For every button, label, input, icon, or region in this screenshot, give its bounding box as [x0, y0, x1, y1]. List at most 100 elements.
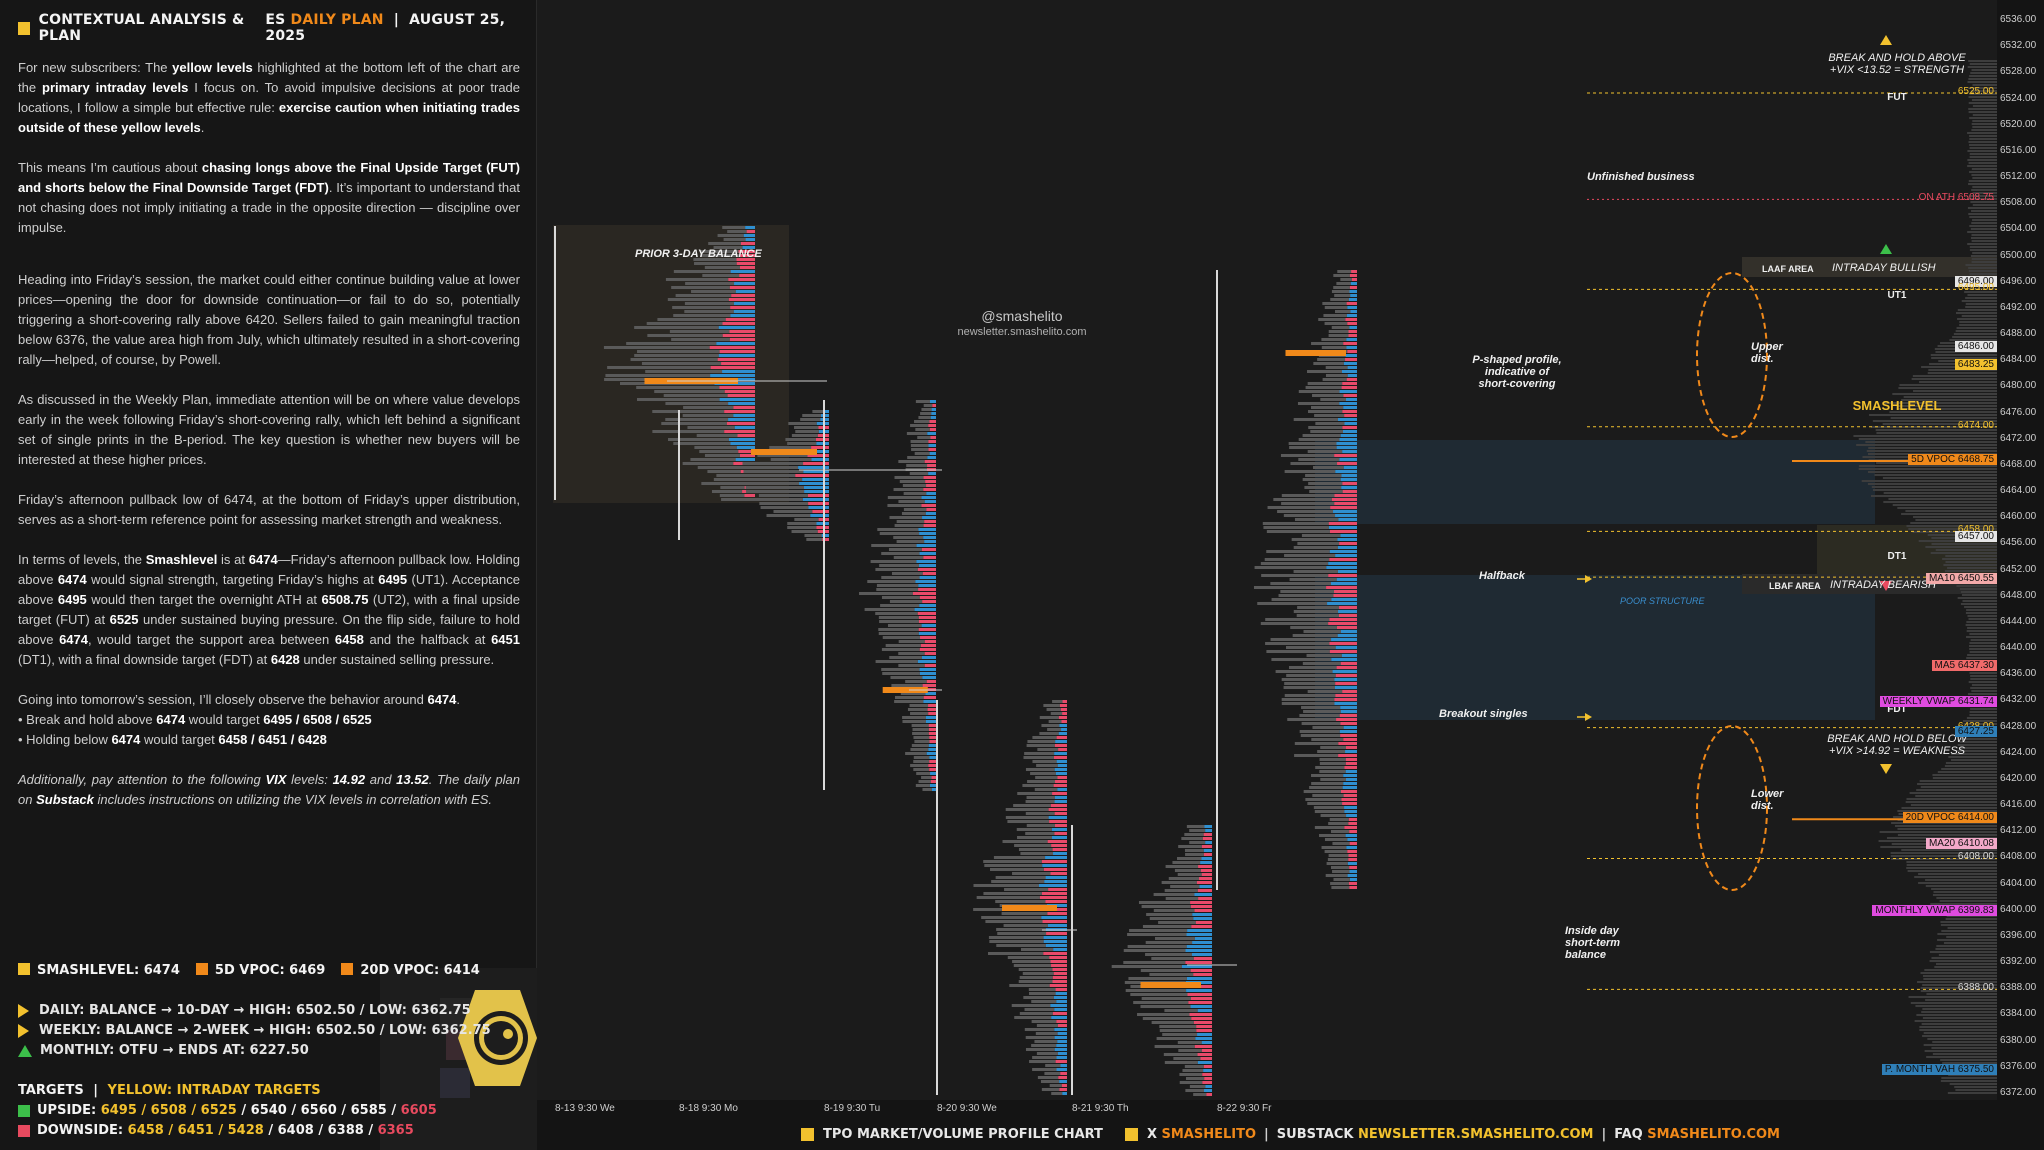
delta-bar	[1346, 302, 1357, 305]
profile-bar	[1002, 840, 1048, 843]
delta-bar	[719, 386, 755, 389]
profile-bar	[1154, 1045, 1195, 1048]
profile-bar	[1321, 346, 1347, 349]
smash-level-tag: 6474.00	[1957, 419, 1994, 431]
profile-bar	[702, 274, 740, 277]
delta-bar	[1347, 838, 1357, 841]
delta-bar	[1348, 818, 1357, 821]
delta-bar	[922, 684, 936, 687]
price-tick: 6456.00	[2000, 537, 2037, 549]
delta-bar	[730, 270, 755, 273]
delta-bar	[1196, 1025, 1212, 1028]
substack-link[interactable]: NEWSLETTER.SMASHELITO.COM	[1358, 1126, 1594, 1142]
price-tick: 6412.00	[2000, 825, 2037, 837]
profile-bar	[657, 318, 726, 321]
tag-6486-tag: 6486.00	[1954, 341, 1997, 353]
profile-bar	[1184, 1065, 1204, 1068]
wvwap-level-tag: WEEKLY VWAP 6431.74	[1879, 696, 1997, 708]
poc-bar	[1002, 905, 1057, 911]
volume-bar	[1969, 714, 1997, 716]
volume-bar	[1968, 102, 1997, 104]
volume-bar	[1969, 642, 1997, 644]
volume-bar	[1965, 303, 1997, 305]
volume-bar	[1940, 1059, 1997, 1061]
price-tick: 6468.00	[2000, 458, 2037, 470]
price-tick: 6436.00	[2000, 668, 2037, 680]
delta-bar	[1328, 622, 1357, 625]
delta-bar	[1342, 430, 1357, 433]
profile-bar	[1257, 602, 1328, 605]
delta-bar	[1349, 870, 1357, 873]
session-label: 8-19 9:30 Tu	[824, 1103, 881, 1114]
profile-bar	[652, 410, 725, 413]
profile-bar	[1016, 828, 1052, 831]
profile-bar	[1293, 570, 1338, 573]
volume-bar	[1971, 261, 1997, 263]
delta-bar	[1204, 1077, 1212, 1080]
volume-bar	[1967, 294, 1997, 296]
faq-link[interactable]: SMASHELITO.COM	[1647, 1126, 1780, 1142]
profile-bar	[1019, 1012, 1053, 1015]
price-axis[interactable]: 6536.00 6532.00 6528.00 6524.00 6520.00 6516.…	[1997, 0, 2044, 1100]
profile-bar	[1302, 478, 1341, 481]
profile-bar	[915, 428, 930, 431]
delta-bar	[808, 506, 829, 509]
profile-bar	[915, 400, 930, 403]
delta-bar	[1205, 1085, 1212, 1088]
tag-6457-tag: 6457.00	[1954, 530, 1997, 542]
profile-bar	[902, 716, 926, 719]
delta-bar	[1187, 929, 1212, 932]
delta-bar	[1054, 1028, 1067, 1031]
inside-day-label: Inside day short-term balance	[1565, 925, 1621, 961]
volume-bar	[1945, 918, 1997, 920]
delta-bar	[919, 576, 936, 579]
price-tick: 6504.00	[2000, 223, 2037, 235]
delta-bar	[1194, 1045, 1212, 1048]
volume-bar	[1967, 150, 1997, 152]
profile-bar	[607, 366, 711, 369]
volume-bar	[1909, 792, 1997, 794]
volume-bar	[1920, 990, 1997, 992]
profile-bar	[1123, 949, 1186, 952]
x-handle-link[interactable]: SMASHELITO	[1161, 1126, 1257, 1142]
profile-bar	[1298, 458, 1340, 461]
delta-bar	[1342, 690, 1357, 693]
volume-bar	[1901, 807, 1997, 809]
volume-bar	[1972, 84, 1997, 86]
volume-bar	[1919, 1029, 1997, 1031]
delta-bar	[1045, 856, 1067, 859]
profile-bar	[1165, 865, 1199, 868]
volume-bar	[1868, 447, 1997, 449]
volume-bar	[1871, 426, 1997, 428]
volume-bar	[1957, 744, 1997, 746]
downside-targets: DOWNSIDE: 6458 / 6451 / 5428 / 6408 / 63…	[18, 1123, 414, 1138]
delta-bar	[733, 310, 755, 313]
volume-bar	[1936, 945, 1997, 947]
profile-bar	[1145, 941, 1193, 944]
tpo-chart[interactable]: @smashelito newsletter.smashelito.com PR…	[537, 0, 1997, 1114]
price-tick: 6388.00	[2000, 982, 2037, 994]
delta-bar	[1051, 844, 1067, 847]
delta-bar	[1185, 949, 1212, 952]
volume-bar	[1853, 435, 1997, 437]
profile-bar	[742, 462, 804, 465]
volume-bar	[1907, 870, 1997, 872]
delta-bar	[1190, 969, 1212, 972]
volume-bar	[1939, 900, 1997, 902]
price-tick: 6472.00	[2000, 432, 2037, 444]
profile-bar	[1284, 694, 1336, 697]
profile-bar	[911, 724, 929, 727]
delta-bar	[821, 534, 829, 537]
delta-bar	[1346, 346, 1357, 349]
delta-bar	[718, 326, 755, 329]
delta-bar	[1340, 790, 1357, 793]
profile-bar	[1337, 270, 1352, 273]
profile-bar	[708, 242, 741, 245]
delta-bar	[718, 354, 755, 357]
profile-bar	[758, 494, 808, 497]
poor-structure-label: POOR STRUCTURE	[1620, 596, 1705, 606]
delta-bar	[1045, 900, 1067, 903]
volume-bar	[1971, 189, 1997, 191]
delta-bar	[1052, 836, 1067, 839]
chart-canvas[interactable]	[537, 0, 1997, 1100]
